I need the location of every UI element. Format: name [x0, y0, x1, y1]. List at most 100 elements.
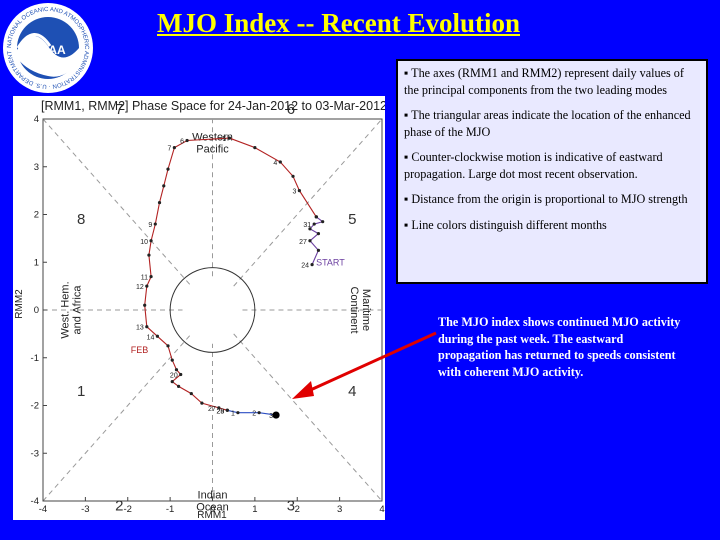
data-point — [185, 138, 189, 143]
data-point — [297, 189, 301, 193]
data-point — [179, 372, 183, 377]
data-point — [174, 368, 179, 372]
bullet-colors: ▪ Line colors distinguish different mont… — [404, 217, 607, 232]
data-point-label: 10 — [140, 239, 148, 246]
data-point — [177, 384, 181, 388]
region-western-pacific: Western Pacific — [192, 131, 233, 155]
data-point — [308, 227, 312, 231]
y-tick-label: 3 — [34, 162, 39, 173]
data-point-label: 29 — [217, 408, 225, 415]
y-tick-label: -2 — [31, 401, 39, 412]
data-point — [316, 248, 321, 252]
phase-number-4: 4 — [348, 383, 356, 400]
month-label-feb: FEB — [131, 345, 149, 355]
data-point — [143, 303, 147, 307]
phase-number-6: 6 — [287, 101, 295, 118]
data-point — [170, 358, 174, 362]
noaa-logo-text: NOAA — [30, 43, 66, 57]
y-tick-label: 0 — [34, 305, 39, 316]
bullet-axes: ▪ The axes (RMM1 and RMM2) represent dai… — [404, 66, 684, 97]
start-label: START — [316, 258, 345, 268]
data-point-label: 31 — [303, 222, 311, 229]
data-point — [291, 174, 295, 178]
chart-title: [RMM1, RMM2] Phase Space for 24-Jan-2012… — [41, 99, 385, 113]
data-point — [162, 184, 166, 188]
x-axis-label: RMM1 — [197, 510, 227, 520]
data-point-label: 27 — [208, 406, 216, 413]
data-point-label: 9 — [148, 222, 152, 229]
series-line-mar — [227, 409, 277, 416]
unit-circle — [169, 267, 256, 353]
x-tick-label: -2 — [124, 504, 132, 515]
phase-boundary-line — [233, 333, 383, 502]
data-point-label: 20 — [170, 372, 178, 379]
series-line-feb — [144, 137, 317, 411]
data-point-label: 28 — [217, 408, 225, 415]
noaa-logo: NOAA NATIONAL OCEANIC AND ATMOSPHERIC AD… — [2, 2, 93, 93]
phase-number-8: 8 — [77, 211, 85, 228]
data-point — [227, 136, 232, 140]
phase-boundary-line — [233, 118, 383, 287]
x-tick-label: 1 — [252, 504, 257, 515]
x-tick-label: 3 — [337, 504, 342, 515]
data-point — [312, 222, 316, 226]
data-point — [217, 406, 221, 410]
phase-boundary-line — [42, 118, 192, 287]
region-maritime-continent: MaritimeContinent — [348, 286, 372, 333]
data-point — [145, 325, 149, 329]
data-point — [253, 146, 257, 150]
data-point — [149, 274, 153, 279]
y-axis-label: RMM2 — [14, 289, 25, 319]
data-point-label: 12 — [136, 284, 144, 291]
data-point — [166, 167, 170, 171]
x-tick-label: -1 — [166, 504, 174, 515]
data-point-label: 6 — [180, 138, 184, 145]
region-indian-ocean: Indian Ocean — [196, 490, 228, 514]
data-point-label: 27 — [299, 239, 307, 246]
data-point — [310, 263, 314, 267]
y-tick-label: -1 — [31, 353, 39, 364]
data-point-label: 24 — [301, 263, 309, 270]
phase-number-3: 3 — [287, 498, 295, 515]
y-tick-label: 2 — [34, 210, 39, 221]
data-point-label: 7 — [167, 146, 171, 153]
bullet-triangles: ▪ The triangular areas indicate the loca… — [404, 108, 691, 139]
data-point — [149, 239, 153, 243]
data-point — [200, 401, 204, 405]
x-tick-label: 2 — [295, 504, 300, 515]
data-point-label: 11 — [141, 275, 148, 282]
x-tick-label: 4 — [379, 504, 384, 515]
data-point — [236, 411, 240, 415]
data-point-label: 5 — [223, 136, 227, 143]
y-tick-label: -4 — [31, 496, 39, 507]
y-tick-label: 4 — [34, 114, 39, 125]
chart-panel: 1 2 3 4 5 6 7 8 Western Pacific Indian Ocean Maritim… — [13, 96, 385, 520]
data-point-label: 2 — [252, 411, 256, 418]
data-point — [147, 253, 151, 257]
page-title: MJO Index -- Recent Evolution — [157, 8, 520, 38]
data-point-label: 3 — [292, 189, 296, 196]
data-point — [157, 200, 162, 205]
data-point — [189, 391, 193, 396]
phase-number-5: 5 — [348, 211, 356, 228]
data-point — [155, 334, 160, 338]
y-tick-label: -3 — [31, 448, 39, 459]
data-point — [314, 215, 318, 219]
x-tick-label: -3 — [81, 504, 89, 515]
data-point — [145, 284, 149, 288]
data-point — [278, 160, 282, 164]
data-point — [166, 344, 170, 348]
data-point — [321, 220, 325, 224]
phase-number-2: 2 — [115, 498, 123, 515]
region-west-hem-africa: West. Hem.and Africa — [59, 281, 83, 338]
x-tick-label: -4 — [39, 504, 47, 515]
data-point — [308, 239, 312, 243]
x-tick-label: 0 — [210, 504, 215, 515]
data-point — [153, 222, 157, 226]
data-point-label: 1 — [231, 411, 235, 418]
summary-note: The MJO index shows continued MJO activi… — [438, 315, 681, 380]
data-point-label: 4 — [273, 160, 277, 167]
data-point-label: 14 — [147, 334, 155, 341]
data-point — [172, 146, 176, 150]
